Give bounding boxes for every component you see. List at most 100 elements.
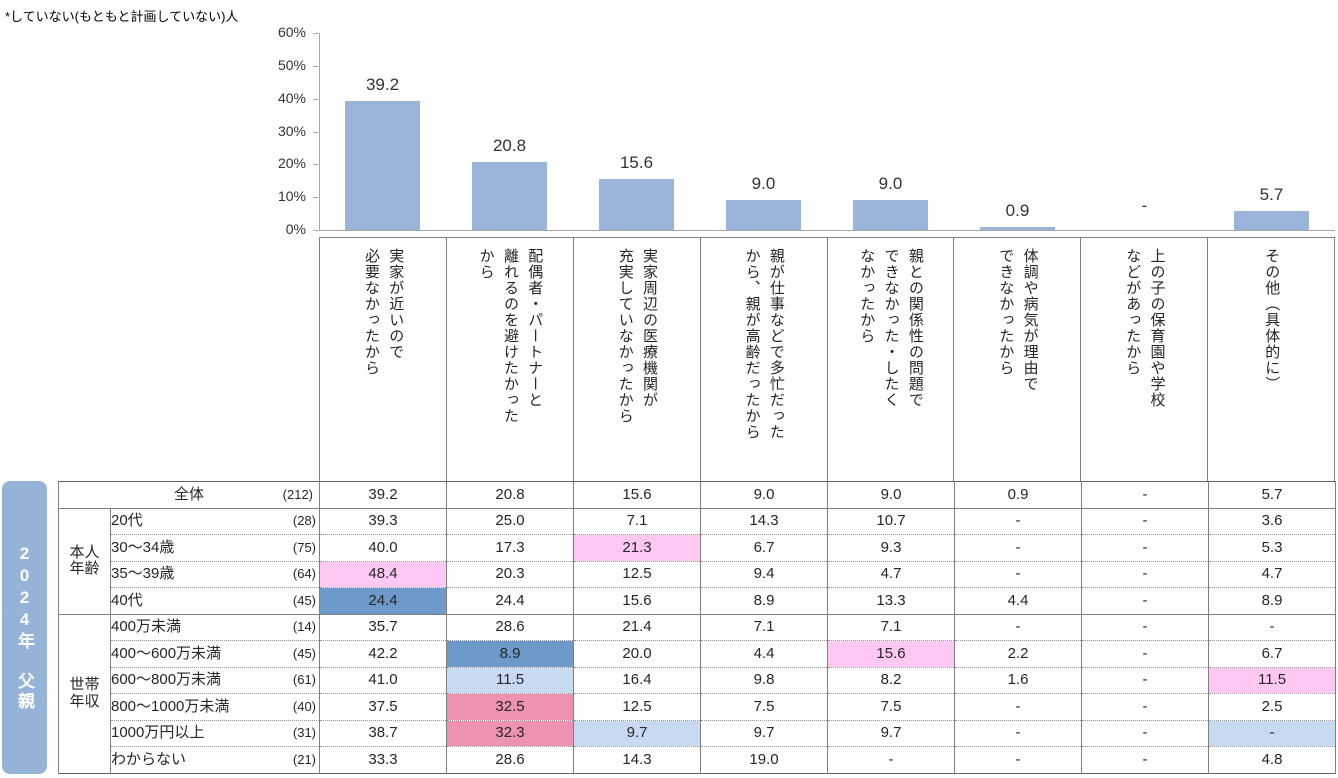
value-cell: - [1081, 481, 1210, 509]
table-row: わからない (21) 33.3 28.6 14.3 19.0- - -4.8 [59, 746, 1337, 774]
value-cell: 7.1 [827, 613, 956, 642]
value-cell: 8.2 [827, 666, 956, 695]
row-group-label: 本人 年齢 [58, 507, 111, 615]
bar [599, 178, 674, 230]
value-cell: 7.1 [573, 507, 702, 536]
row-label: 400万未満 [111, 618, 182, 636]
value-cell: 15.6 [573, 481, 702, 509]
value-cell: 1.6 [954, 666, 1083, 695]
value-cell: 4.4 [954, 587, 1083, 615]
value-cell: 13.3 [827, 587, 956, 615]
y-axis-tick-label: 40% [277, 89, 306, 106]
value-cell: 0.9 [954, 481, 1083, 509]
value-cell: 42.2 [319, 640, 448, 668]
y-axis-tick-label: 0% [285, 221, 306, 237]
value-cell: - [1081, 613, 1210, 642]
value-cell: 6.7 [700, 534, 829, 562]
row-label: 35〜39歳 [111, 565, 175, 583]
value-cell: 8.9 [700, 587, 829, 615]
value-cell: 11.5 [446, 666, 575, 695]
category-header-row: 実家が近いので 必要なかったから 配偶者・パートナーと 離れるのを避けたかった から 実家… [319, 237, 1335, 481]
y-axis-line [319, 33, 320, 230]
y-axis-tick-label: 20% [277, 155, 306, 172]
value-cell: 9.7 [573, 719, 702, 748]
value-cell: 2.2 [954, 640, 1083, 668]
y-axis-tick-label: 50% [277, 56, 306, 73]
bar-value-label: 39.2 [365, 75, 400, 95]
y-axis-tickmark [313, 197, 318, 199]
bar-value-label: 5.7 [1259, 185, 1284, 205]
y-axis-tickmark [313, 98, 318, 100]
bar-value-label: 15.6 [619, 152, 654, 172]
value-cell: 7.5 [827, 693, 956, 721]
value-cell: 20.3 [446, 560, 575, 589]
year-badge-label: 2024年 父親 [15, 543, 34, 712]
column-header: 上の子の保育園や学校 などがあったから [1080, 238, 1207, 481]
value-cell: 25.0 [446, 507, 575, 536]
value-cell: - [1208, 613, 1337, 642]
value-cell: 40.0 [319, 534, 448, 562]
value-cell: 8.9 [446, 640, 575, 668]
value-cell: 20.8 [446, 481, 575, 509]
y-axis-tickmark [313, 65, 318, 67]
value-cell: 5.3 [1208, 534, 1337, 562]
value-cell: 7.1 [700, 613, 829, 642]
value-cell: 6.7 [1208, 640, 1337, 668]
row-label-cell: わからない (21) [109, 746, 321, 774]
bar [1234, 211, 1309, 230]
bar-value-label: 9.0 [878, 174, 903, 194]
value-cell: - [954, 693, 1083, 721]
value-cell: 7.5 [700, 693, 829, 721]
column-header-text: 体調や病気が理由で できなかったから [997, 248, 1039, 392]
value-cell: 20.0 [573, 640, 702, 668]
row-label-cell: 800〜1000万未満 (40) [109, 693, 321, 721]
column-header: その他（具体的に） [1207, 238, 1334, 481]
value-cell: 2.5 [1208, 693, 1337, 721]
value-cell: 41.0 [319, 666, 448, 695]
value-cell: - [954, 560, 1083, 589]
row-label: わからない [111, 750, 187, 768]
table-row: 40代 (45) 24.4 24.4 15.6 8.9 13.3 4.4-8.9 [59, 587, 1337, 615]
row-label: 全体 [174, 485, 205, 503]
value-cell: 5.7 [1208, 481, 1337, 509]
value-cell: - [1081, 746, 1210, 774]
value-cell: 9.0 [827, 481, 956, 509]
column-header: 親との関係性の問題で できなかった・したく なかったから [826, 238, 954, 481]
value-cell: 16.4 [573, 666, 702, 695]
value-cell: - [954, 534, 1083, 562]
row-label: 800〜1000万未満 [111, 697, 230, 715]
column-header: 親が仕事などで多忙だった から、親が高齢だったから [699, 238, 827, 481]
column-header-text: その他（具体的に） [1263, 248, 1281, 392]
row-label-cell: 30〜34歳 (75) [109, 534, 321, 562]
column-header-text: 配偶者・パートナーと 離れるのを避けたかった から [477, 248, 544, 424]
y-axis-tick-label: 30% [277, 122, 306, 139]
value-cell: 37.5 [319, 693, 448, 721]
table-row: 35〜39歳 (64) 48.4 20.3 12.5 9.4 4.7- -4.7 [59, 560, 1337, 589]
row-sample-count: (64) [292, 566, 317, 582]
row-label: 400〜600万未満 [111, 644, 222, 662]
page-title: *していない(もともと計画していない)人 [5, 9, 239, 24]
row-sample-count: (21) [292, 752, 317, 767]
row-sample-count: (14) [292, 619, 317, 635]
bar [726, 200, 801, 230]
column-header: 体調や病気が理由で できなかったから [953, 238, 1080, 481]
row-label: 40代 [111, 591, 143, 609]
column-header: 配偶者・パートナーと 離れるのを避けたかった から [445, 238, 573, 481]
value-cell: 4.7 [1208, 560, 1337, 589]
column-header: 実家が近いので 必要なかったから [320, 238, 446, 481]
row-label-cell: 1000万円以上 (31) [109, 719, 321, 748]
y-axis-tickmark [313, 131, 318, 133]
row-sample-count: (31) [292, 725, 317, 741]
value-cell: - [1081, 640, 1210, 668]
value-cell: 9.4 [700, 560, 829, 589]
row-sample-count: (28) [292, 513, 317, 529]
row-label-cell: 全体 (212) [57, 481, 321, 509]
row-label-cell: 400〜600万未満 (45) [109, 640, 321, 668]
row-label-cell: 20代 (28) [109, 507, 321, 536]
column-header-text: 実家が近いので 必要なかったから [362, 248, 405, 376]
column-header-text: 実家周辺の医療機関が 充実していなかったから [616, 248, 658, 424]
value-cell: - [1081, 507, 1210, 536]
value-cell: 8.9 [1208, 587, 1337, 615]
value-cell: 28.6 [446, 746, 575, 774]
